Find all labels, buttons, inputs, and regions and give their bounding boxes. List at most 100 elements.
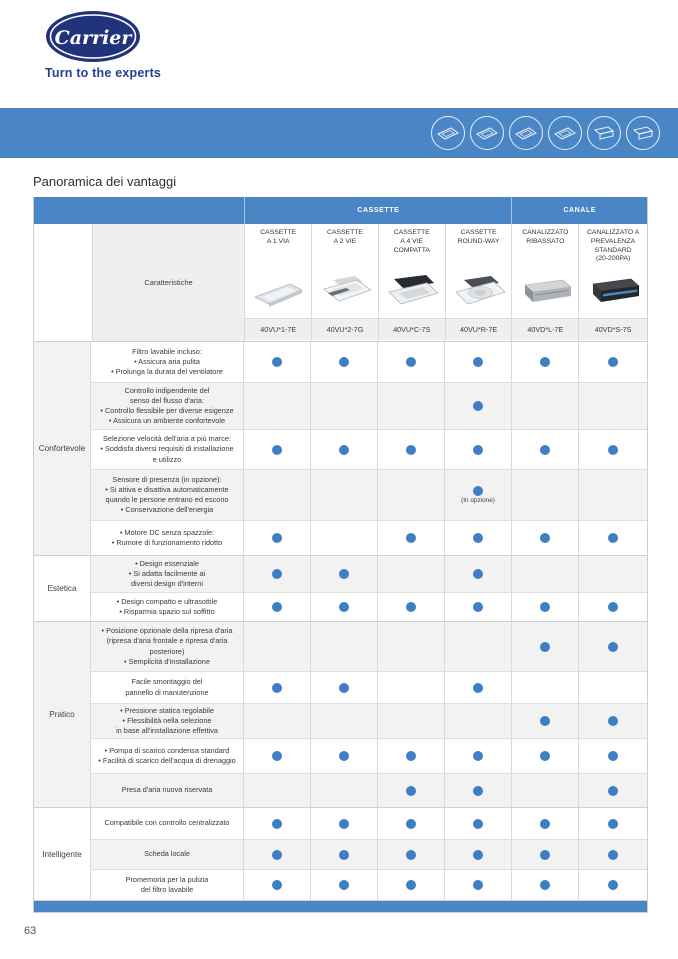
- availability-cell: [512, 342, 579, 382]
- availability-cell: [244, 556, 311, 592]
- availability-dot: [540, 444, 550, 455]
- feature-row: • Posizione opzionale della ripresa d'ar…: [91, 622, 647, 672]
- characteristics-header: Caratteristiche: [92, 224, 246, 341]
- availability-cell: [579, 704, 647, 738]
- feature-row: Selezione velocità dell'aria a più marce…: [91, 430, 647, 470]
- availability-cell: [512, 383, 579, 429]
- availability-cell: [378, 774, 445, 807]
- availability-dot: [339, 444, 349, 455]
- page-number: 63: [24, 925, 37, 937]
- availability-dot: [272, 357, 282, 367]
- cassette-2-vie-image: [312, 264, 378, 318]
- availability-cell: [311, 870, 378, 900]
- availability-dot: [406, 751, 416, 761]
- availability-dot: [473, 682, 483, 693]
- availability-cell: [378, 704, 445, 738]
- group-label-confortevole: Confortevole: [34, 342, 91, 555]
- availability-cell: [311, 342, 378, 382]
- availability-dot: [272, 849, 282, 860]
- product-model-code: 40VU*2-7G: [312, 318, 378, 340]
- availability-cell: [512, 556, 579, 592]
- product-model-code: 40VU*R-7E: [445, 318, 512, 340]
- availability-dot: [540, 357, 550, 367]
- availability-cell: [445, 739, 512, 773]
- column-group-blank: [34, 197, 246, 224]
- availability-dot: [608, 785, 618, 796]
- availability-cell: [512, 470, 579, 520]
- cassette-4-vie-compatta-image: [379, 264, 445, 318]
- availability-cell: [579, 521, 647, 555]
- availability-dot: [608, 716, 618, 726]
- section-intelligente: Intelligente Compatibile con controllo ce…: [34, 808, 647, 901]
- feature-row: Controllo indipendente del senso del flu…: [91, 383, 647, 430]
- availability-dot: [406, 880, 416, 890]
- product-name: CANALIZZATO RIBASSATO: [522, 229, 569, 245]
- availability-cell: [512, 430, 579, 469]
- column-group-canale: CANALE: [563, 207, 597, 214]
- availability-dot: [272, 818, 282, 829]
- availability-cell: [244, 383, 311, 429]
- group-label-pratico: Pratico: [34, 622, 91, 807]
- feature-description: Controllo indipendente del senso del flu…: [91, 383, 244, 429]
- product-name: CANALIZZATO A PREVALENZA STANDARD (20-20…: [586, 229, 640, 263]
- availability-cell: [378, 593, 445, 621]
- availability-cell: [244, 342, 311, 382]
- availability-cell: [445, 704, 512, 738]
- availability-cell: [579, 870, 647, 900]
- feature-description: Scheda locale: [91, 840, 244, 869]
- availability-cell: [579, 430, 647, 469]
- availability-cell: [378, 840, 445, 869]
- feature-row: Filtro lavabile incluso: • Assicura aria…: [91, 342, 647, 383]
- availability-dot: [540, 818, 550, 829]
- availability-dot: [473, 602, 483, 612]
- availability-dot: [473, 357, 483, 367]
- availability-dot: [272, 751, 282, 761]
- availability-cell: [311, 808, 378, 839]
- availability-dot: [272, 880, 282, 890]
- availability-cell: [311, 840, 378, 869]
- product-column-canalizzato-ribassato: CANALIZZATO RIBASSATO 40VD*L-7E: [512, 224, 580, 341]
- feature-row: • Pressione statica regolabile • Flessib…: [91, 704, 647, 739]
- availability-cell: [445, 342, 512, 382]
- availability-dot: [339, 569, 349, 579]
- availability-cell: [311, 622, 378, 671]
- cassette-2-vie-icon: [470, 116, 504, 150]
- availability-dot: [608, 357, 618, 367]
- feature-row: Scheda locale: [91, 840, 647, 870]
- availability-cell: [579, 383, 647, 429]
- feature-row: • Pompa di scarico condensa standard • F…: [91, 739, 647, 774]
- feature-description: • Motore DC senza spazzole: • Rumore di …: [91, 521, 244, 555]
- availability-cell: [579, 739, 647, 773]
- availability-cell: [445, 622, 512, 671]
- feature-description: Promemoria per la pulizia del filtro lav…: [91, 870, 244, 900]
- cassette-round-way-image: [446, 264, 512, 318]
- availability-dot: [339, 357, 349, 367]
- availability-cell: [311, 739, 378, 773]
- availability-dot: [339, 880, 349, 890]
- availability-cell: [445, 774, 512, 807]
- availability-dot: [406, 357, 416, 367]
- availability-cell: [378, 808, 445, 839]
- section-estetica: Estetica • Design essenziale • Si adatta …: [34, 556, 647, 622]
- availability-cell: [445, 383, 512, 429]
- availability-dot: [406, 444, 416, 455]
- availability-cell: [311, 383, 378, 429]
- availability-cell: [579, 840, 647, 869]
- table-top-header: CASSETTE CANALE: [34, 197, 647, 224]
- feature-description: • Design compatto e ultrasottile • Rispa…: [91, 593, 244, 621]
- feature-row: • Design essenziale • Si adatta facilmen…: [91, 556, 647, 593]
- availability-dot: [608, 818, 618, 829]
- feature-row: Presa d'aria nuova riservata: [91, 774, 647, 807]
- feature-row: Promemoria per la pulizia del filtro lav…: [91, 870, 647, 900]
- availability-cell: [244, 430, 311, 469]
- availability-cell: [512, 870, 579, 900]
- availability-dot: [272, 569, 282, 579]
- availability-dot: [473, 751, 483, 761]
- availability-dot: [608, 533, 618, 543]
- availability-cell: [378, 622, 445, 671]
- product-model-code: 40VU*C-7S: [378, 318, 445, 340]
- availability-cell: [244, 774, 311, 807]
- optional-note: (In opzione): [461, 497, 495, 504]
- availability-dot: [339, 602, 349, 612]
- feature-row: Facile smontaggio del pannello di manute…: [91, 672, 647, 704]
